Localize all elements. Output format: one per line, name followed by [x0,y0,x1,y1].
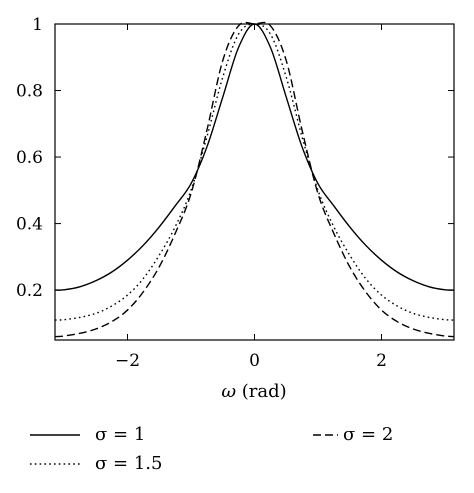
x-ticks: −2 0 2 [115,24,387,371]
legend-item-1: σ = 1 [30,424,145,445]
x-axis-label: ω (rad) [221,381,286,402]
x-tick-label: −2 [115,351,140,371]
legend-item-3: σ = 2 [313,424,393,445]
legend-label: σ = 1.5 [95,453,162,474]
x-axis-symbol: ω [221,381,236,402]
plot-frame [54,23,455,341]
y-ticks: 0.2 0.4 0.6 0.8 1 [16,15,454,301]
series-line-3 [54,21,455,338]
plot-area: −2 0 2 0.2 0.4 0.6 0.8 1 [16,15,455,371]
series-line-2 [54,23,455,321]
curves [54,21,455,338]
legend-label: σ = 2 [343,424,393,445]
y-tick-label: 1 [32,15,43,35]
y-tick-label: 0.4 [16,215,43,235]
x-tick-label: 2 [376,351,387,371]
x-axis-unit: (rad) [242,381,287,402]
y-tick-label: 0.6 [16,148,43,168]
legend: σ = 1 σ = 1.5 σ = 2 [30,424,393,474]
x-tick-label: 0 [249,351,260,371]
legend-item-2: σ = 1.5 [30,453,162,474]
legend-label: σ = 1 [95,424,145,445]
y-tick-label: 0.8 [16,82,43,102]
y-tick-label: 0.2 [16,281,43,301]
series-line-1 [54,23,455,291]
